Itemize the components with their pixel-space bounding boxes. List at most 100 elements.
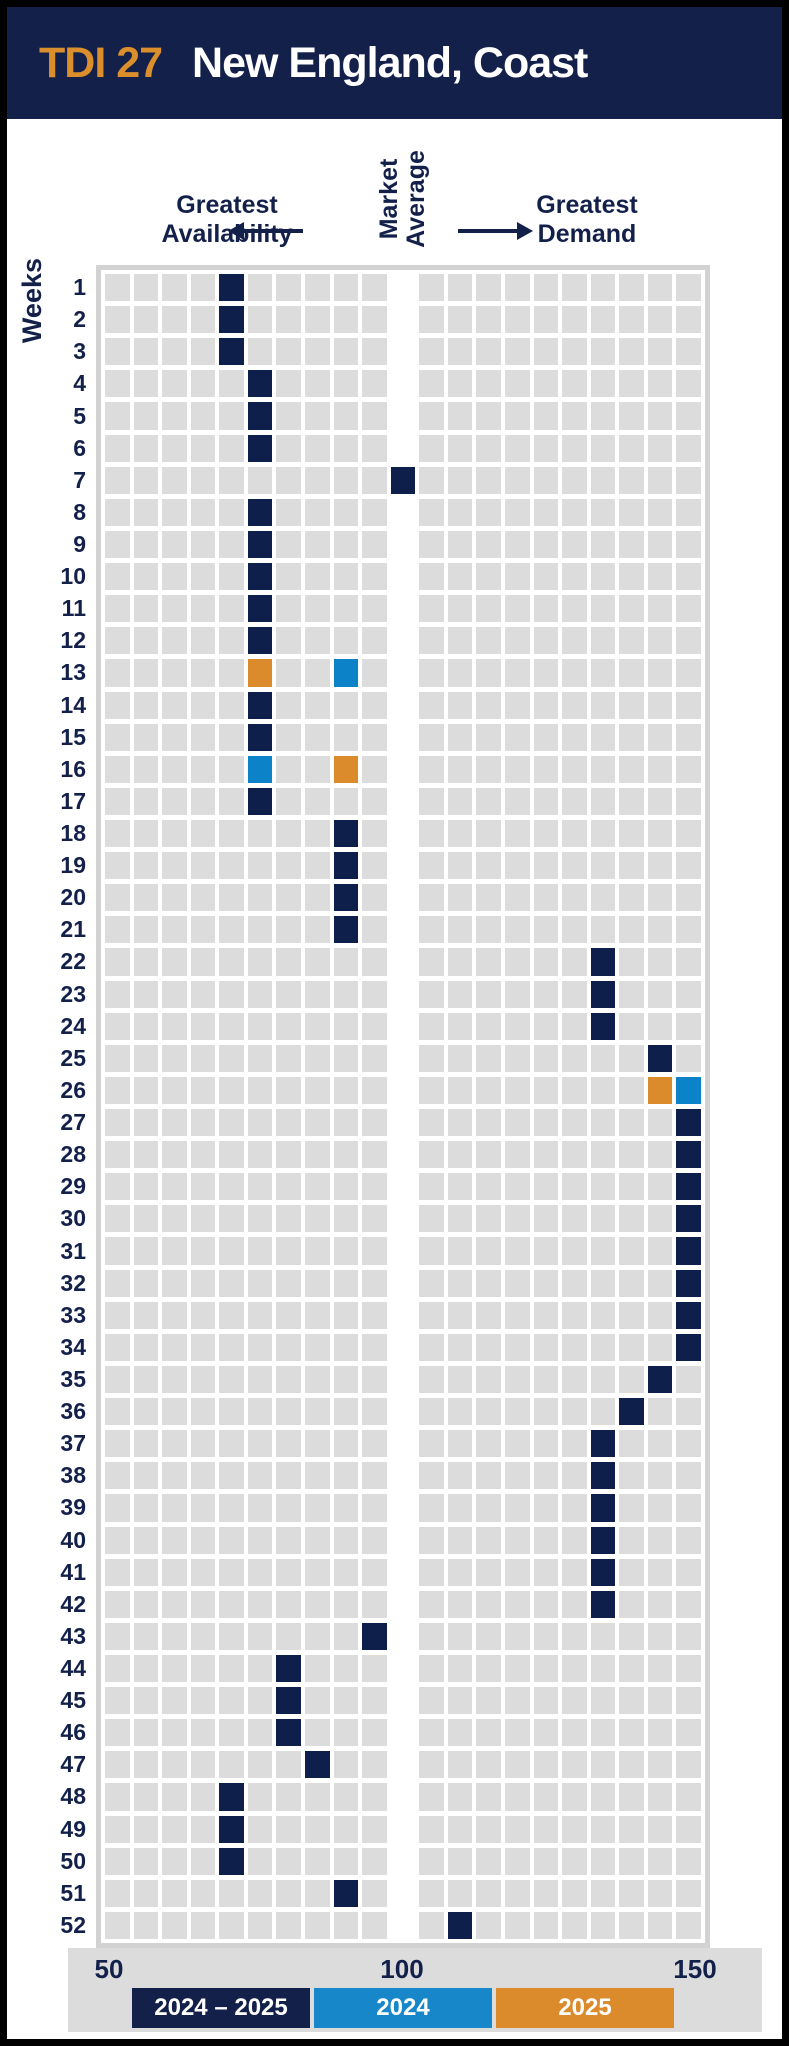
grid-cell bbox=[162, 595, 187, 623]
grid-cell bbox=[590, 1590, 616, 1618]
grid-cell bbox=[247, 659, 273, 687]
grid-cell bbox=[219, 402, 244, 430]
grid-cell bbox=[447, 916, 473, 944]
grid-cell bbox=[276, 1141, 301, 1169]
grid-cell bbox=[533, 434, 559, 462]
page-title: New England, Coast bbox=[192, 38, 588, 87]
grid-cell bbox=[619, 819, 644, 848]
grid-cell bbox=[562, 595, 587, 623]
grid-cell bbox=[105, 852, 130, 880]
week-label: 20 bbox=[60, 884, 86, 911]
grid-cell bbox=[219, 1430, 244, 1458]
grid-cell bbox=[276, 1462, 301, 1490]
week-label: 16 bbox=[60, 755, 86, 782]
grid-cell bbox=[590, 402, 616, 430]
grid-cell bbox=[105, 723, 130, 751]
grid-cell bbox=[419, 1109, 444, 1137]
grid-cell bbox=[419, 1719, 444, 1747]
grid-cell bbox=[333, 1269, 359, 1297]
grid-cell bbox=[333, 627, 359, 655]
grid-cell bbox=[190, 402, 216, 430]
grid-cell bbox=[390, 306, 416, 334]
grid-cell bbox=[419, 498, 444, 526]
grid-cell bbox=[676, 1141, 701, 1169]
grid-cell bbox=[304, 1911, 330, 1939]
grid-cell bbox=[133, 306, 159, 334]
grid-cell bbox=[276, 1365, 301, 1394]
grid-cell bbox=[590, 1526, 616, 1554]
grid-cell bbox=[476, 659, 501, 687]
grid-cell bbox=[676, 1654, 701, 1683]
grid-cell bbox=[304, 1783, 330, 1811]
grid-cell bbox=[504, 1173, 530, 1201]
grid-cell bbox=[162, 884, 187, 912]
grid-cell bbox=[533, 370, 559, 398]
grid-cell bbox=[219, 1141, 244, 1169]
grid-cell bbox=[304, 1847, 330, 1875]
grid-cell bbox=[619, 1526, 644, 1554]
grid-cell bbox=[562, 627, 587, 655]
grid-cell bbox=[562, 819, 587, 848]
grid-cell bbox=[362, 980, 387, 1008]
grid-cell bbox=[676, 755, 701, 783]
grid-cell bbox=[476, 1590, 501, 1618]
grid-cell bbox=[447, 530, 473, 559]
grid-cell bbox=[247, 1365, 273, 1394]
grid-cell bbox=[362, 595, 387, 623]
grid-cell bbox=[304, 1622, 330, 1650]
grid-cell bbox=[533, 1141, 559, 1169]
grid-cell bbox=[133, 1719, 159, 1747]
grid-cell bbox=[590, 498, 616, 526]
grid-cell bbox=[619, 274, 644, 302]
grid-cell bbox=[476, 1751, 501, 1779]
grid-cell bbox=[247, 723, 273, 751]
grid-cell bbox=[476, 466, 501, 494]
grid-cell bbox=[105, 1847, 130, 1875]
grid-cell bbox=[162, 1526, 187, 1554]
grid-cell bbox=[562, 852, 587, 880]
grid-cell bbox=[504, 1205, 530, 1233]
greatest-demand-label: Greatest Demand bbox=[497, 191, 677, 249]
grid-cell bbox=[133, 691, 159, 719]
grid-cell bbox=[419, 1430, 444, 1458]
grid-cell bbox=[590, 1751, 616, 1779]
grid-cell bbox=[362, 691, 387, 719]
grid-cell bbox=[247, 1526, 273, 1554]
grid-cell bbox=[362, 819, 387, 848]
grid-cell bbox=[476, 1462, 501, 1490]
grid-cell bbox=[162, 948, 187, 976]
grid-cell bbox=[133, 1365, 159, 1394]
grid-cell bbox=[504, 434, 530, 462]
grid-cell bbox=[333, 1622, 359, 1650]
grid-cell bbox=[447, 402, 473, 430]
grid-cell bbox=[562, 1173, 587, 1201]
grid-cell bbox=[419, 1173, 444, 1201]
grid-cell bbox=[162, 691, 187, 719]
week-label: 12 bbox=[60, 627, 86, 654]
grid-cell bbox=[476, 338, 501, 366]
grid-cell bbox=[247, 1847, 273, 1875]
grid-cell bbox=[133, 627, 159, 655]
grid-cell bbox=[619, 1462, 644, 1490]
grid-cell bbox=[562, 1719, 587, 1747]
grid-cell bbox=[447, 1719, 473, 1747]
grid-cell bbox=[533, 819, 559, 848]
grid-cell bbox=[162, 1494, 187, 1522]
grid-cell bbox=[504, 1558, 530, 1586]
grid-cell bbox=[362, 1365, 387, 1394]
grid-cell bbox=[590, 916, 616, 944]
grid-cell bbox=[590, 1012, 616, 1040]
grid-cell bbox=[333, 595, 359, 623]
grid-cell bbox=[304, 1012, 330, 1040]
grid-cell bbox=[447, 1044, 473, 1072]
grid-cell bbox=[162, 338, 187, 366]
grid-cell bbox=[447, 1815, 473, 1843]
grid-cell bbox=[419, 884, 444, 912]
grid-cell bbox=[476, 852, 501, 880]
grid-cell bbox=[504, 659, 530, 687]
grid-cell bbox=[390, 1687, 416, 1715]
grid-cell bbox=[390, 1141, 416, 1169]
grid-cell bbox=[276, 466, 301, 494]
grid-cell bbox=[390, 1622, 416, 1650]
grid-cell bbox=[362, 563, 387, 591]
